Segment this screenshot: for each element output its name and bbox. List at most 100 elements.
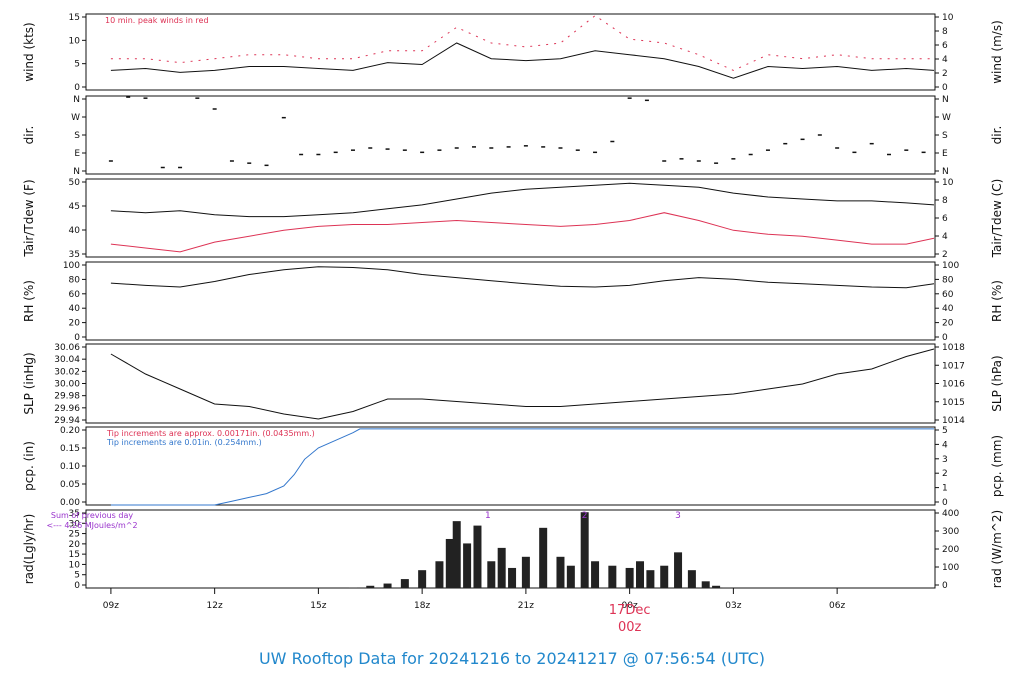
left-tick-label-dir: W [71,113,80,123]
left-tick-label-rad: 15 [69,550,80,560]
x-tick-label: 18z [414,601,430,611]
left-tick-label-dir: N [73,167,80,177]
pcp-annotation-red: Tip increments are approx. 0.00171in. (0… [106,429,315,438]
left-tick-label-wind: 5 [74,60,80,70]
x-tick-label: 09z [103,601,119,611]
left-tick-label-pcp: 0.15 [60,444,80,454]
left-tick-label-rad: 35 [69,509,80,519]
right-tick-label-pcp: 1 [942,484,948,494]
left-tick-label-rh: 60 [69,290,81,300]
rad-sum-value: <--- 4.26 MJoules/m^2 [46,521,137,530]
left-tick-label-pcp: 0.05 [60,480,80,490]
right-tick-label-rh: 0 [942,333,948,343]
right-tick-label-wind: 4 [942,55,948,65]
series-line-wind-1 [110,14,934,71]
rad-bar [580,512,589,588]
right-tick-label-dir: S [942,131,948,141]
right-tick-label-slp: 1017 [942,361,965,371]
x-date-label: 17Dec [609,603,651,618]
right-tick-label-temp: 2 [942,250,948,260]
rad-bar [463,543,472,588]
right-tick-label-slp: 1018 [942,343,965,353]
rad-bar [591,561,600,588]
right-tick-label-wind: 10 [942,13,954,23]
right-axis-label-dir: dir. [990,126,1004,145]
series-line-temp-1 [110,212,935,253]
rad-bar [636,561,645,588]
right-tick-label-rh: 60 [942,290,954,300]
left-tick-label-rad: 5 [74,571,80,581]
left-tick-label-rad: 10 [69,560,81,570]
left-tick-label-slp: 30.02 [54,367,80,377]
right-tick-label-rad: 0 [942,581,948,591]
left-tick-label-wind: 15 [69,13,80,23]
left-tick-label-slp: 29.96 [54,404,80,414]
chart-title: UW Rooftop Data for 20241216 to 20241217… [259,649,765,668]
right-tick-label-temp: 6 [942,214,948,224]
panel-frame-dir [85,95,936,175]
left-tick-label-dir: S [74,131,80,141]
rad-bar [625,567,634,588]
left-tick-label-dir: N [73,95,80,105]
rad-sum-label: Sum of previous day [51,511,133,520]
series-line-pcp-0 [110,428,934,506]
right-tick-label-rad: 300 [942,527,959,537]
rad-bar [366,585,375,588]
right-tick-label-wind: 0 [942,83,948,93]
rad-bar [608,565,617,588]
right-tick-label-slp: 1016 [942,380,965,390]
rad-bar [539,527,548,588]
rad-bar [445,538,454,588]
right-tick-label-temp: 10 [942,178,954,188]
right-tick-label-pcp: 3 [942,455,948,465]
rad-bar [452,521,461,588]
left-tick-label-rad: 0 [74,581,80,591]
right-tick-label-dir: N [942,167,949,177]
right-axis-label-wind: wind (m/s) [990,20,1004,84]
rad-bar [521,556,530,588]
right-tick-label-temp: 8 [942,196,948,206]
right-tick-label-rad: 400 [942,509,959,519]
left-tick-label-temp: 40 [69,226,81,236]
right-tick-label-wind: 6 [942,41,948,51]
right-axis-label-slp: SLP (hPa) [990,355,1004,411]
right-tick-label-dir: N [942,95,949,105]
left-tick-label-temp: 35 [69,250,80,260]
series-line-slp-0 [110,348,935,420]
right-tick-label-wind: 8 [942,27,948,37]
left-tick-label-pcp: 0.10 [60,462,80,472]
right-tick-label-pcp: 2 [942,469,948,479]
right-tick-label-rh: 80 [942,275,954,285]
pcp-annotation-blue: Tip increments are 0.01in. (0.254mm.) [106,438,262,447]
rad-bar [660,565,669,588]
rad-day-marker: 1 [485,511,491,521]
right-tick-label-rh: 100 [942,261,959,271]
right-axis-label-rh: RH (%) [990,280,1004,322]
x-date-sub: 00z [618,620,642,635]
left-tick-label-rad: 25 [69,530,80,540]
left-tick-label-wind: 0 [74,83,80,93]
x-tick-label: 12z [207,601,223,611]
rad-bar [418,570,427,588]
left-axis-label-temp: Tair/Tdew (F) [22,179,36,257]
rad-bar [435,561,444,588]
right-tick-label-dir: W [942,113,951,123]
rad-bar [497,547,506,588]
series-line-temp-0 [110,182,935,218]
left-tick-label-dir: E [74,149,80,159]
right-tick-label-slp: 1015 [942,398,965,408]
rad-bar [646,570,655,588]
left-tick-label-rh: 20 [69,319,81,329]
left-tick-label-slp: 30.04 [54,355,80,365]
rad-day-marker: 3 [675,511,681,521]
rad-day-marker: 2 [582,511,588,521]
rad-bar [508,567,517,588]
rad-bar [556,556,565,588]
x-tick-label: 15z [310,601,326,611]
left-tick-label-slp: 30.00 [54,380,80,390]
right-axis-label-rad: rad (W/m^2) [990,510,1004,588]
series-line-rh-0 [110,266,935,289]
left-tick-label-rh: 40 [69,304,81,314]
right-tick-label-rad: 200 [942,545,959,555]
